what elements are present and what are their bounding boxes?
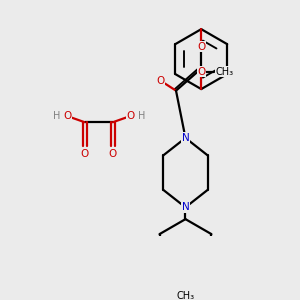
Text: O: O (80, 149, 89, 159)
Text: CH₃: CH₃ (176, 291, 194, 300)
Text: O: O (109, 149, 117, 159)
Text: CH₃: CH₃ (216, 67, 234, 77)
Text: O: O (126, 111, 134, 121)
Text: O: O (197, 41, 206, 52)
Text: H: H (138, 111, 145, 121)
Text: O: O (63, 111, 71, 121)
Text: O: O (197, 67, 206, 77)
Text: O: O (156, 76, 164, 86)
Text: N: N (182, 202, 189, 212)
Text: N: N (182, 133, 189, 143)
Text: H: H (52, 111, 60, 121)
